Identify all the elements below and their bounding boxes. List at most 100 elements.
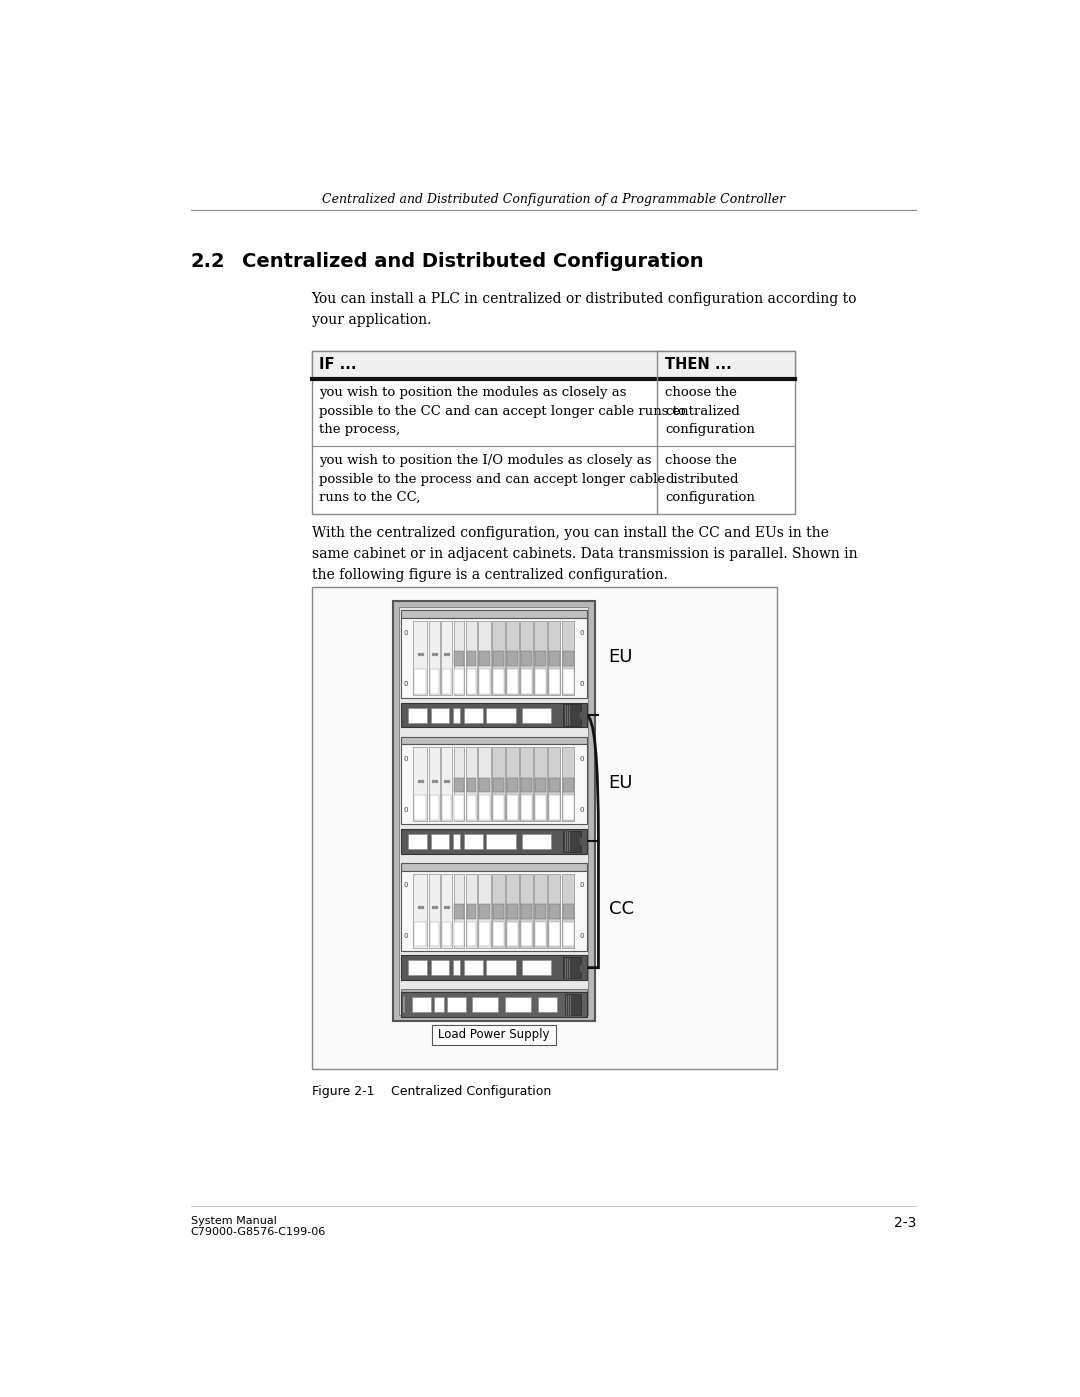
Bar: [522, 960, 552, 975]
Text: 0: 0: [404, 630, 408, 636]
Bar: [453, 708, 460, 722]
Bar: [467, 778, 476, 792]
Bar: [549, 904, 559, 919]
Bar: [430, 669, 438, 693]
Bar: [455, 904, 463, 919]
Bar: [401, 617, 586, 698]
Bar: [455, 651, 463, 666]
Bar: [401, 870, 586, 951]
Bar: [455, 922, 463, 946]
Text: You can install a PLC in centralized or distributed configuration according to
y: You can install a PLC in centralized or …: [312, 292, 858, 327]
Bar: [492, 873, 504, 947]
Bar: [401, 610, 586, 617]
Bar: [521, 873, 532, 947]
Bar: [548, 873, 561, 947]
Bar: [401, 745, 586, 824]
Bar: [447, 997, 465, 1011]
Bar: [401, 703, 586, 728]
Bar: [401, 956, 586, 979]
Bar: [521, 651, 531, 666]
Text: 0: 0: [579, 882, 583, 888]
Bar: [467, 795, 476, 820]
Bar: [492, 747, 504, 821]
Text: 0: 0: [404, 933, 408, 939]
Text: EU: EU: [608, 774, 633, 792]
Bar: [430, 795, 438, 820]
Bar: [478, 873, 490, 947]
Bar: [312, 587, 777, 1069]
Bar: [442, 922, 451, 946]
Bar: [521, 747, 532, 821]
Bar: [431, 834, 449, 849]
Bar: [401, 863, 586, 870]
Bar: [521, 904, 531, 919]
Bar: [434, 997, 444, 1011]
Bar: [521, 669, 531, 693]
Text: 0: 0: [579, 933, 583, 939]
Bar: [563, 904, 573, 919]
Bar: [414, 747, 428, 821]
Bar: [480, 778, 490, 792]
Bar: [480, 904, 490, 919]
Text: Figure 2-1: Figure 2-1: [312, 1085, 374, 1098]
Text: EU: EU: [608, 648, 633, 665]
Bar: [563, 778, 573, 792]
Text: you wish to position the I/O modules as closely as
possible to the process and c: you wish to position the I/O modules as …: [320, 454, 665, 504]
Bar: [548, 747, 561, 821]
Bar: [467, 922, 476, 946]
Text: 0: 0: [404, 756, 408, 761]
Bar: [563, 922, 573, 946]
Bar: [312, 351, 795, 379]
Bar: [535, 651, 545, 666]
Bar: [507, 904, 517, 919]
Bar: [429, 622, 440, 696]
Bar: [400, 608, 589, 1014]
Bar: [507, 622, 518, 696]
Bar: [441, 747, 451, 821]
Bar: [442, 795, 451, 820]
Bar: [548, 622, 561, 696]
Bar: [441, 622, 451, 696]
Bar: [507, 778, 517, 792]
Bar: [549, 651, 559, 666]
Bar: [494, 904, 504, 919]
Text: With the centralized configuration, you can install the CC and EUs in the
same c: With the centralized configuration, you …: [312, 527, 858, 581]
Bar: [521, 778, 531, 792]
Text: 0: 0: [579, 680, 583, 687]
Bar: [467, 651, 476, 666]
Bar: [563, 957, 581, 978]
Bar: [455, 669, 463, 693]
Bar: [535, 622, 546, 696]
Text: 0: 0: [404, 680, 408, 687]
Text: 0: 0: [579, 807, 583, 813]
Bar: [562, 873, 575, 947]
Text: CC: CC: [608, 900, 634, 918]
Bar: [467, 904, 476, 919]
Text: 2-3: 2-3: [894, 1217, 916, 1231]
Bar: [549, 922, 559, 946]
Bar: [535, 669, 545, 693]
Bar: [480, 651, 490, 666]
Bar: [563, 651, 573, 666]
Bar: [562, 622, 575, 696]
Text: IF ...: IF ...: [320, 358, 357, 372]
Bar: [465, 873, 476, 947]
Text: 0: 0: [579, 630, 583, 636]
Bar: [464, 960, 483, 975]
Text: 2.2: 2.2: [191, 251, 226, 271]
Bar: [408, 960, 427, 975]
Text: 0: 0: [404, 807, 408, 813]
Text: C79000-G8576-C199-06: C79000-G8576-C199-06: [191, 1227, 326, 1238]
Bar: [431, 708, 449, 722]
Bar: [521, 922, 531, 946]
Bar: [494, 669, 504, 693]
Bar: [403, 996, 405, 1013]
Bar: [480, 669, 490, 693]
Bar: [563, 831, 581, 852]
Bar: [442, 669, 451, 693]
Bar: [454, 747, 464, 821]
Bar: [494, 651, 504, 666]
Bar: [535, 904, 545, 919]
Bar: [505, 997, 531, 1011]
Bar: [430, 922, 438, 946]
